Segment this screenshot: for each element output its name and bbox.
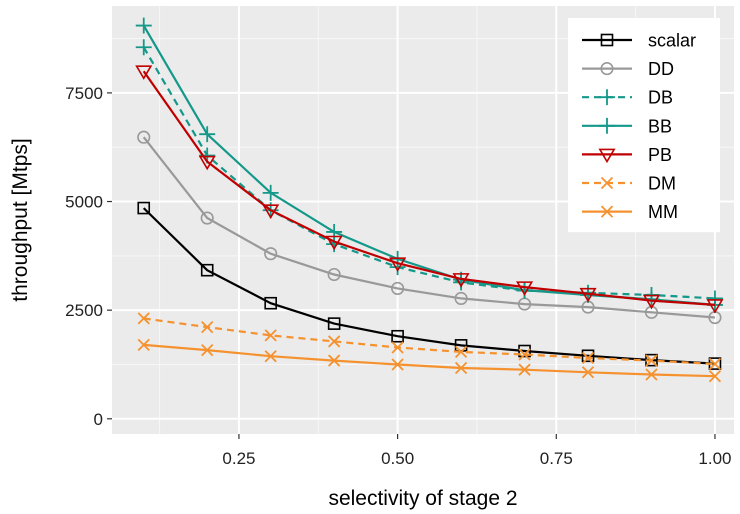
data-point bbox=[389, 257, 407, 272]
data-point bbox=[198, 155, 216, 171]
legend-item-scalar: scalar bbox=[582, 31, 696, 51]
x-tick-label: 1.00 bbox=[698, 449, 731, 468]
data-point bbox=[454, 291, 468, 306]
series-dd bbox=[137, 130, 722, 325]
data-point bbox=[135, 17, 152, 34]
data-point bbox=[137, 338, 150, 352]
data-point bbox=[200, 211, 214, 225]
data-point bbox=[328, 335, 341, 348]
data-point bbox=[518, 344, 531, 358]
legend-label: MM bbox=[648, 202, 678, 222]
data-point bbox=[708, 370, 722, 383]
data-point bbox=[706, 299, 724, 314]
data-point bbox=[325, 235, 343, 251]
data-point bbox=[516, 281, 534, 296]
data-point bbox=[645, 354, 658, 367]
y-axis-title: throughput [Mtps] bbox=[9, 138, 32, 301]
data-point bbox=[135, 65, 153, 80]
legend-label: PB bbox=[648, 145, 672, 165]
data-point bbox=[199, 126, 216, 143]
data-point bbox=[518, 348, 531, 361]
series-line bbox=[143, 317, 716, 366]
data-point bbox=[200, 263, 214, 277]
data-point bbox=[391, 341, 404, 354]
y-tick-label: 0 bbox=[94, 410, 103, 429]
data-point bbox=[645, 368, 658, 381]
data-point bbox=[264, 329, 277, 342]
legend-label: scalar bbox=[648, 31, 696, 51]
axis-ticks: 0.25 0.50 0.75 1.00 0 2500 5000 7500 bbox=[65, 84, 731, 468]
data-point bbox=[708, 357, 722, 371]
y-tick-label: 2500 bbox=[65, 301, 103, 320]
data-point bbox=[581, 366, 595, 379]
data-point bbox=[600, 176, 614, 190]
data-point bbox=[262, 184, 279, 201]
series-line bbox=[142, 207, 716, 365]
series-scalar bbox=[137, 201, 722, 370]
data-point bbox=[518, 363, 531, 376]
series-line bbox=[142, 136, 716, 319]
data-point bbox=[327, 317, 341, 330]
data-point bbox=[201, 320, 214, 334]
data-point bbox=[452, 273, 470, 288]
legend-label: DB bbox=[648, 88, 673, 108]
data-point bbox=[598, 148, 616, 164]
x-tick-label: 0.25 bbox=[222, 449, 255, 468]
data-point bbox=[137, 201, 151, 215]
data-point bbox=[599, 117, 615, 134]
data-point bbox=[391, 281, 405, 296]
legend-item-dm: DM bbox=[582, 174, 676, 194]
data-point bbox=[391, 329, 404, 343]
data-point bbox=[599, 89, 615, 106]
data-point bbox=[454, 345, 468, 359]
data-point bbox=[600, 62, 614, 76]
series-mm bbox=[137, 338, 722, 383]
legend-item-dd: DD bbox=[582, 59, 674, 79]
data-point bbox=[600, 33, 614, 47]
data-point bbox=[264, 296, 277, 310]
data-point bbox=[454, 361, 468, 375]
legend: scalar DD DB BB PB DM MM bbox=[568, 18, 720, 233]
y-tick-label: 7500 bbox=[65, 84, 103, 103]
series-layer bbox=[135, 17, 724, 383]
data-point bbox=[201, 344, 214, 357]
y-tick-label: 5000 bbox=[65, 193, 103, 212]
data-point bbox=[642, 294, 661, 310]
data-point bbox=[328, 354, 341, 367]
data-point bbox=[327, 267, 341, 282]
data-point bbox=[137, 130, 151, 144]
legend-label: BB bbox=[648, 116, 672, 136]
data-point bbox=[581, 351, 595, 365]
data-point bbox=[264, 247, 278, 261]
data-point bbox=[135, 39, 152, 56]
data-point bbox=[600, 205, 614, 218]
x-tick-label: 0.50 bbox=[381, 449, 414, 468]
legend-item-db: DB bbox=[582, 88, 673, 108]
x-tick-label: 0.75 bbox=[540, 449, 573, 468]
data-point bbox=[391, 358, 404, 371]
series-line bbox=[142, 70, 716, 306]
legend-label: DM bbox=[648, 174, 676, 194]
legend-item-bb: BB bbox=[582, 116, 672, 136]
x-axis-title: selectivity of stage 2 bbox=[328, 487, 517, 510]
series-dm bbox=[137, 312, 722, 371]
data-point bbox=[579, 287, 597, 303]
data-point bbox=[137, 312, 150, 325]
legend-label: DD bbox=[648, 59, 674, 79]
data-point bbox=[262, 204, 280, 219]
data-point bbox=[264, 350, 277, 363]
series-line bbox=[143, 343, 716, 378]
grid-major bbox=[112, 6, 734, 434]
legend-item-mm: MM bbox=[582, 202, 678, 222]
data-point bbox=[581, 349, 595, 363]
legend-item-pb: PB bbox=[582, 145, 672, 165]
series-pb bbox=[135, 65, 724, 314]
